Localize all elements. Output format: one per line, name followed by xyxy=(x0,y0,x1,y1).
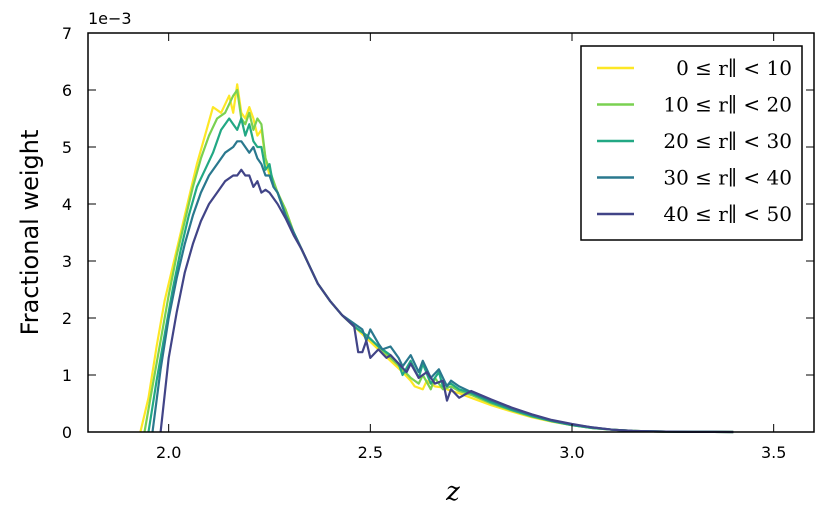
x-tick-label: 3.0 xyxy=(559,443,584,462)
legend-box xyxy=(580,45,803,241)
series-line-4 xyxy=(159,168,734,434)
y-tick-label: 1 xyxy=(62,366,72,385)
legend-label-0: 0 ≤ r∥ < 10 xyxy=(676,56,792,80)
legend: 0 ≤ r∥ < 10 10 ≤ r∥ < 20 20 ≤ r∥ < 30 30 ≤ … xyxy=(580,45,803,241)
y-tick-label: 6 xyxy=(62,81,72,100)
legend-label-4: 40 ≤ r∥ < 50 xyxy=(663,202,792,226)
series-group xyxy=(139,83,734,434)
y-tick-label: 0 xyxy=(62,423,72,442)
y-tick-label: 5 xyxy=(62,138,72,157)
ticks-group: 2.0 2.5 3.0 3.5 0 1 2 3 4 5 6 7 xyxy=(62,24,814,462)
y-tick-label: 7 xyxy=(62,24,72,43)
legend-label-2: 20 ≤ r∥ < 30 xyxy=(663,129,792,153)
x-tick-label: 3.5 xyxy=(761,443,786,462)
y-tick-label: 2 xyxy=(62,309,72,328)
y-tick-label: 4 xyxy=(62,195,72,214)
x-axis-label: z xyxy=(445,477,460,507)
legend-label-1: 10 ≤ r∥ < 20 xyxy=(663,93,792,117)
x-tick-label: 2.5 xyxy=(358,443,383,462)
x-tick-label: 2.0 xyxy=(156,443,181,462)
y-axis-label: Fractional weight xyxy=(16,130,44,336)
legend-label-3: 30 ≤ r∥ < 40 xyxy=(663,166,792,190)
y-tick-label: 3 xyxy=(62,252,72,271)
plot-area-frame xyxy=(87,32,815,433)
y-axis-multiplier: 1e−3 xyxy=(88,9,132,28)
